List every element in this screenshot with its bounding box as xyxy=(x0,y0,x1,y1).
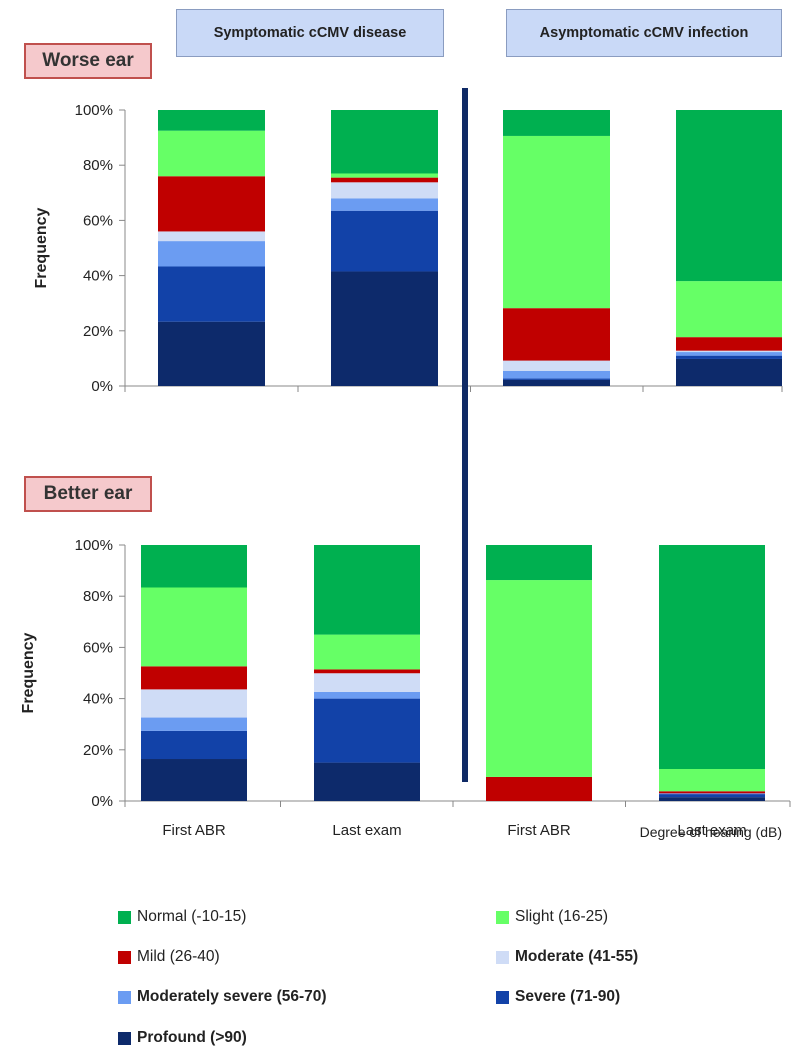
bar-segment-profound xyxy=(158,321,265,386)
legend-item-severe: Severe (71-90) xyxy=(496,988,620,1006)
y-axis-label: Frequency xyxy=(33,207,50,288)
bar-segment-moderate xyxy=(331,182,438,199)
better-ear-chart: 0% 20% 40% 60% 80% 100% Frequency First ABR Last… xyxy=(20,537,791,839)
bar-segment-slight xyxy=(486,580,592,777)
y-tick-label: 100% xyxy=(75,102,113,119)
bar-segment-severe xyxy=(331,210,438,272)
panel-label-better-ear: Better ear xyxy=(24,476,152,512)
legend-item-profound: Profound (>90) xyxy=(118,1029,247,1047)
bar-segment-profound xyxy=(331,271,438,386)
bar-segment-moderately-severe xyxy=(158,241,265,267)
group-divider xyxy=(462,88,468,782)
y-tick-label: 20% xyxy=(83,323,113,340)
bar-segment-normal xyxy=(659,545,765,769)
group-header-symptomatic: Symptomatic cCMV disease xyxy=(176,9,444,57)
bar-segment-severe xyxy=(141,730,247,760)
bar-segment-mild xyxy=(314,669,420,674)
bar-segment-mild xyxy=(486,776,592,801)
bar-segment-severe xyxy=(158,266,265,322)
group-header-asymptomatic: Asymptomatic cCMV infection xyxy=(506,9,782,57)
legend-swatch xyxy=(118,950,131,964)
bar-segment-normal xyxy=(158,110,265,131)
bar-segment-moderate xyxy=(141,689,247,718)
legend-swatch xyxy=(118,910,131,924)
bar-segment-slight xyxy=(676,281,782,338)
legend-swatch xyxy=(496,950,509,964)
bar-segment-moderately-severe xyxy=(676,352,782,356)
bar-segment-slight xyxy=(314,634,420,670)
y-tick-label: 20% xyxy=(83,742,113,759)
bar-segment-slight xyxy=(503,135,610,309)
legend-item-slight: Slight (16-25) xyxy=(496,908,608,926)
bar-segment-severe xyxy=(659,794,765,798)
bar-segment-mild xyxy=(141,666,247,690)
bar-segment-slight xyxy=(158,130,265,177)
bar-segment-moderately-severe xyxy=(331,198,438,211)
bar-segment-severe xyxy=(503,378,610,380)
y-tick-label: 100% xyxy=(75,537,113,554)
legend-label: Severe (71-90) xyxy=(515,988,621,1005)
bar-segment-normal xyxy=(331,110,438,174)
bar-segment-normal xyxy=(141,545,247,588)
legend-swatch xyxy=(496,990,509,1004)
y-tick-label: 60% xyxy=(83,212,113,229)
y-tick-label: 0% xyxy=(91,378,113,395)
legend-label: Moderately severe (56-70) xyxy=(137,988,327,1005)
bar-segment-mild xyxy=(676,337,782,351)
x-axis-caption: Degree of hearing (dB) xyxy=(640,824,782,840)
bar-segment-mild xyxy=(503,308,610,361)
legend-item-normal: Normal (-10-15) xyxy=(118,908,246,926)
worse-ear-chart: 0% 20% 40% 60% 80% 100% Frequency xyxy=(33,102,783,395)
y-tick-label: 60% xyxy=(83,639,113,656)
stacked-bar-charts: 0% 20% 40% 60% 80% 100% Frequency 0% 20% 40% 60% 8… xyxy=(20,102,791,840)
bar-segment-profound xyxy=(503,379,610,386)
bar-segment-normal xyxy=(676,110,782,282)
bar-segment-profound xyxy=(676,358,782,386)
bar-segment-moderately-severe xyxy=(141,717,247,731)
x-tick-label: First ABR xyxy=(507,822,571,839)
bar-segment-mild xyxy=(158,176,265,232)
legend-label: Mild (26-40) xyxy=(137,948,220,965)
y-tick-label: 80% xyxy=(83,588,113,605)
bar-segment-normal xyxy=(486,545,592,581)
legend-label: Normal (-10-15) xyxy=(137,908,247,925)
bar-segment-normal xyxy=(314,545,420,635)
legend-item-moderately-severe: Moderately severe (56-70) xyxy=(118,988,327,1006)
x-tick-label: Last exam xyxy=(332,822,401,839)
bar-segment-moderately-severe xyxy=(659,793,765,795)
bar-segment-profound xyxy=(314,762,420,801)
bar-segment-moderate xyxy=(676,350,782,353)
bar-segment-slight xyxy=(659,769,765,792)
legend-label: Slight (16-25) xyxy=(515,908,609,925)
bar-segment-severe xyxy=(676,355,782,359)
bar-segment-profound xyxy=(141,759,247,801)
y-tick-label: 40% xyxy=(83,691,113,708)
bar-segment-severe xyxy=(314,698,420,763)
bar-segment-moderately-severe xyxy=(314,691,420,699)
legend-swatch xyxy=(496,910,509,924)
legend-item-mild: Mild (26-40) xyxy=(118,948,220,966)
bar-segment-moderate xyxy=(158,231,265,242)
bar-segment-mild xyxy=(659,791,765,794)
panel-label-worse-ear: Worse ear xyxy=(24,43,152,79)
y-tick-label: 0% xyxy=(91,793,113,810)
bar-segment-profound xyxy=(659,797,765,801)
legend-label: Moderate (41-55) xyxy=(515,948,639,965)
bar-segment-normal xyxy=(503,110,610,136)
legend-swatch xyxy=(118,1031,131,1045)
legend-item-moderate: Moderate (41-55) xyxy=(496,948,638,966)
bar-segment-moderate xyxy=(503,360,610,371)
legend-swatch xyxy=(118,990,131,1004)
bar-segment-moderate xyxy=(314,673,420,692)
bar-segment-mild xyxy=(331,177,438,183)
y-axis-label: Frequency xyxy=(20,632,37,713)
legend-label: Profound (>90) xyxy=(137,1029,247,1046)
bar-segment-slight xyxy=(331,173,438,178)
x-tick-label: Last exam xyxy=(677,822,746,839)
y-tick-label: 80% xyxy=(83,157,113,174)
bar-segment-moderately-severe xyxy=(503,370,610,379)
bar-segment-slight xyxy=(141,587,247,667)
y-tick-label: 40% xyxy=(83,268,113,285)
x-tick-label: First ABR xyxy=(162,822,226,839)
